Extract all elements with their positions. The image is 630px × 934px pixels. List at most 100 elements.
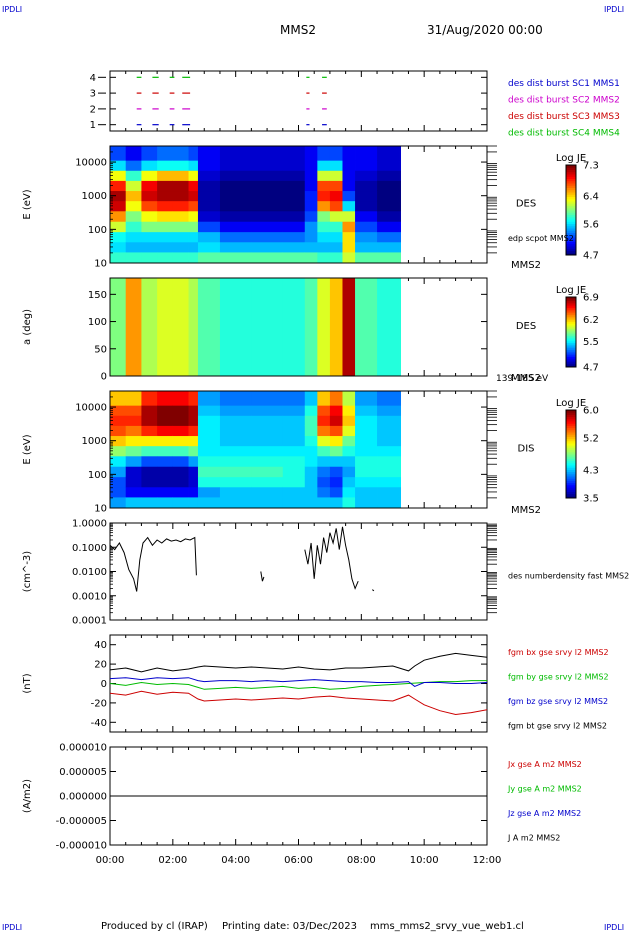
heatmap-cell bbox=[188, 445, 199, 457]
heatmap-cell bbox=[282, 486, 306, 498]
series-legend-label: Jy gse A m2 MMS2 bbox=[507, 785, 582, 794]
heatmap-cell bbox=[110, 231, 127, 243]
heatmap-cell bbox=[329, 415, 343, 426]
colorbar-swatch bbox=[566, 307, 576, 310]
heatmap-cell bbox=[304, 497, 318, 509]
footer-producer: Produced by cl (IRAP) bbox=[101, 921, 208, 932]
colorbar-swatch bbox=[566, 219, 576, 222]
heatmap-cell bbox=[329, 231, 343, 243]
heatmap-cell bbox=[355, 497, 378, 509]
colorbar-swatch bbox=[566, 471, 576, 475]
colorbar-swatch bbox=[566, 363, 576, 366]
y-tick-label: 0.0001 bbox=[72, 616, 107, 627]
colorbar-swatch bbox=[566, 185, 576, 188]
heatmap-cell bbox=[355, 210, 378, 222]
heatmap-cell bbox=[110, 252, 127, 264]
heatmap-cell bbox=[188, 146, 199, 161]
heatmap-cell bbox=[329, 160, 343, 171]
colorbar-swatch bbox=[566, 223, 576, 227]
heatmap-cell bbox=[110, 415, 127, 426]
colorbar-swatch bbox=[566, 339, 576, 342]
heatmap-cell bbox=[329, 210, 343, 222]
heatmap-cell bbox=[399, 415, 402, 426]
heatmap-cell bbox=[141, 415, 158, 426]
panel-dis_energy: 10 100 1000 10000 E (eV) Log JE6.0 5.2 4.3 3.5 DI… bbox=[22, 390, 599, 516]
colorbar-swatch bbox=[566, 325, 576, 328]
heatmap-cell bbox=[197, 455, 221, 467]
heatmap-cell bbox=[219, 435, 252, 447]
heatmap-cell bbox=[157, 170, 174, 181]
heatmap-cell bbox=[251, 221, 284, 233]
heatmap-cell bbox=[329, 200, 343, 212]
heatmap-cell bbox=[125, 425, 142, 437]
heatmap-cell bbox=[125, 391, 142, 406]
colorbar-swatch bbox=[566, 232, 576, 236]
panel-density: 0.0001 0.0010 0.0100 0.1000 1.0000 (cm^-3) des… bbox=[22, 519, 629, 627]
heatmap-cell bbox=[377, 497, 400, 509]
burst-legend-label: des dist burst SC1 MMS1 bbox=[508, 79, 620, 89]
heatmap-cell bbox=[110, 190, 127, 202]
heatmap-cell bbox=[342, 170, 356, 181]
colorbar-swatch bbox=[566, 478, 576, 481]
heatmap-cell bbox=[251, 252, 284, 264]
heatmap-cell bbox=[399, 455, 402, 467]
heatmap-cell bbox=[377, 190, 400, 202]
colorbar-swatch bbox=[566, 358, 576, 361]
heatmap-cell bbox=[399, 391, 402, 406]
heatmap-cell bbox=[355, 405, 378, 416]
heatmap-cell bbox=[110, 170, 127, 181]
heatmap-cell bbox=[125, 221, 142, 233]
heatmap-cell bbox=[197, 466, 221, 478]
heatmap-cell bbox=[282, 190, 306, 202]
heatmap-cell bbox=[317, 241, 331, 253]
spacecraft-label: MMS2 bbox=[511, 260, 541, 271]
heatmap-cell bbox=[197, 425, 221, 437]
colorbar-tick-label: 6.2 bbox=[583, 315, 599, 326]
heatmap-cell bbox=[282, 497, 306, 509]
colorbar-swatch bbox=[566, 429, 576, 433]
heatmap-cell bbox=[188, 497, 199, 509]
y-tick-label: 10000 bbox=[75, 158, 107, 169]
heatmap-cell bbox=[377, 445, 400, 457]
heatmap-cell bbox=[125, 180, 142, 192]
series-legend-label: fgm bt gse srvy l2 MMS2 bbox=[508, 722, 607, 731]
series-legend-label: fgm bz gse srvy l2 MMS2 bbox=[508, 697, 608, 706]
colorbar-swatch bbox=[566, 252, 576, 256]
heatmap-cell bbox=[219, 391, 252, 406]
heatmap-cell bbox=[172, 231, 189, 243]
heatmap-cell bbox=[219, 445, 252, 457]
y-tick-label: 0.0100 bbox=[72, 567, 107, 578]
heatmap-cell bbox=[125, 160, 142, 171]
heatmap-cell bbox=[110, 210, 127, 222]
colorbar-swatch bbox=[566, 225, 576, 229]
colorbar-swatch bbox=[566, 416, 576, 420]
heatmap-cell bbox=[219, 415, 252, 426]
colorbar-swatch bbox=[566, 221, 576, 224]
heatmap-cell bbox=[317, 252, 331, 264]
heatmap-cell bbox=[342, 497, 356, 509]
colorbar-title: Log JE bbox=[556, 398, 586, 409]
heatmap-cell bbox=[304, 278, 318, 376]
x-tick-label: 02:00 bbox=[158, 855, 187, 866]
colorbar-swatch bbox=[566, 356, 576, 359]
heatmap-cell bbox=[317, 391, 331, 406]
heatmap-cell bbox=[282, 231, 306, 243]
heatmap-cell bbox=[342, 221, 356, 233]
heatmap-cell bbox=[329, 405, 343, 416]
heatmap-cell bbox=[282, 466, 306, 478]
heatmap-cell bbox=[157, 241, 174, 253]
heatmap-cell bbox=[125, 210, 142, 222]
heatmap-cell bbox=[141, 180, 158, 192]
heatmap-cell bbox=[377, 405, 400, 416]
heatmap-cell bbox=[172, 415, 189, 426]
heatmap-cell bbox=[282, 425, 306, 437]
heatmap-cell bbox=[110, 445, 127, 457]
heatmap-cell bbox=[157, 425, 174, 437]
heatmap-cell bbox=[282, 405, 306, 416]
heatmap-cell bbox=[251, 146, 284, 161]
colorbar-swatch bbox=[566, 207, 576, 211]
y-axis-label: E (eV) bbox=[22, 189, 33, 219]
heatmap-cell bbox=[219, 486, 252, 498]
series-legend-label: des numberdensity fast MMS2 bbox=[508, 572, 629, 581]
instrument-label: DIS bbox=[518, 444, 535, 455]
